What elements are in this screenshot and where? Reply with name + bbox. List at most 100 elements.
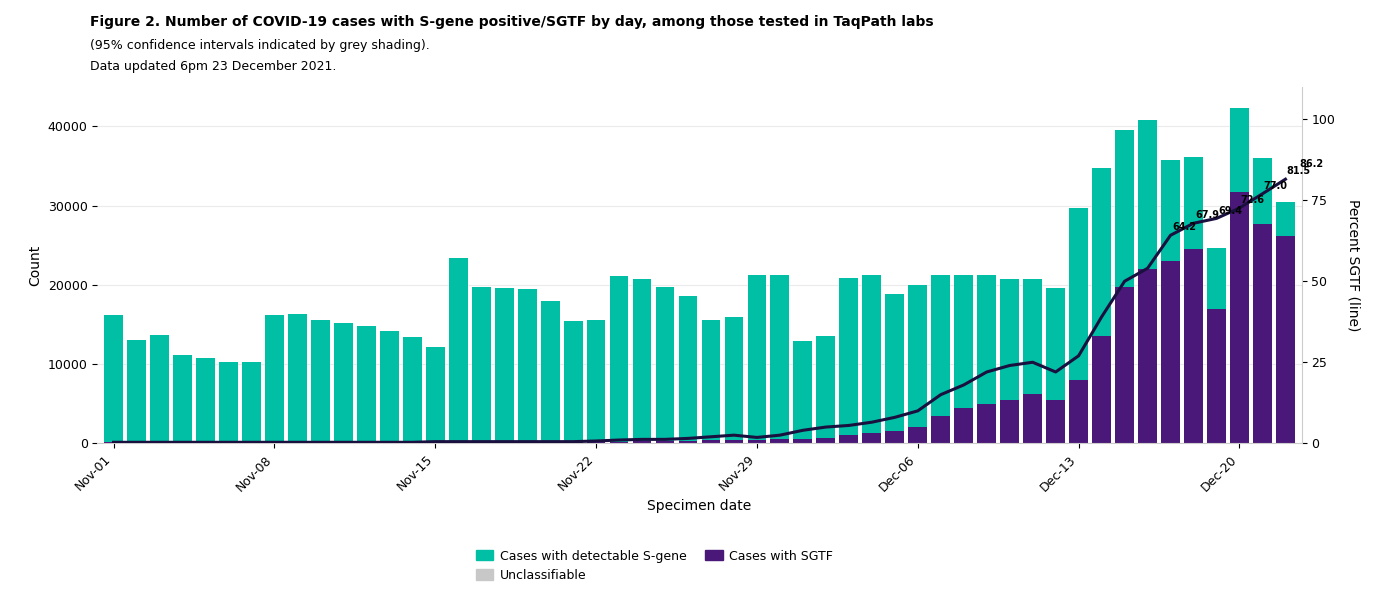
Bar	[494, 288, 514, 442]
Bar	[1161, 261, 1180, 443]
Text: 81.5: 81.5	[1286, 167, 1311, 177]
Bar	[1161, 160, 1180, 261]
Bar	[1093, 168, 1111, 337]
Bar	[1253, 158, 1272, 224]
Bar	[1139, 120, 1157, 269]
Bar	[1185, 249, 1203, 443]
Text: 64.2: 64.2	[1172, 222, 1196, 232]
Text: Data updated 6pm 23 December 2021.: Data updated 6pm 23 December 2021.	[90, 60, 337, 73]
Bar	[472, 442, 490, 443]
Bar	[771, 439, 789, 443]
Bar	[863, 274, 881, 433]
Bar	[839, 278, 859, 435]
Legend: Cases with detectable S-gene, Unclassifiable, Cases with SGTF: Cases with detectable S-gene, Unclassifi…	[470, 544, 838, 587]
Bar	[955, 276, 973, 407]
Bar	[1023, 279, 1043, 394]
Bar	[885, 431, 905, 443]
Bar	[288, 314, 306, 443]
Bar	[793, 438, 813, 443]
Bar	[656, 288, 675, 441]
Bar	[1001, 279, 1019, 400]
Bar	[839, 435, 859, 443]
Bar	[909, 428, 927, 443]
Bar	[1231, 192, 1249, 443]
Bar	[586, 442, 606, 443]
Bar	[264, 315, 284, 443]
Text: 86.2: 86.2	[1300, 159, 1324, 169]
Bar	[150, 335, 168, 443]
Bar	[219, 362, 238, 443]
Bar	[702, 440, 721, 443]
Bar	[931, 416, 951, 443]
Bar	[334, 323, 352, 443]
Bar	[356, 326, 376, 443]
Bar	[863, 433, 881, 443]
Bar	[678, 296, 697, 441]
Bar	[518, 289, 536, 442]
Bar	[472, 288, 490, 442]
Text: 77.0: 77.0	[1264, 181, 1288, 191]
X-axis label: Specimen date: Specimen date	[647, 500, 752, 513]
Bar	[494, 442, 514, 443]
Bar	[931, 276, 951, 416]
Bar	[564, 321, 582, 443]
Bar	[885, 294, 905, 431]
Bar	[104, 315, 122, 443]
Bar	[748, 274, 767, 440]
Bar	[1047, 400, 1065, 443]
Bar	[909, 285, 927, 428]
Bar	[678, 441, 697, 443]
Bar	[724, 317, 743, 440]
Bar	[173, 355, 192, 443]
Bar	[540, 301, 560, 443]
Bar	[448, 258, 468, 442]
Text: (95% confidence intervals indicated by grey shading).: (95% confidence intervals indicated by g…	[90, 39, 430, 52]
Bar	[771, 276, 789, 439]
Bar	[426, 347, 444, 443]
Bar	[748, 440, 767, 443]
Bar	[632, 279, 651, 441]
Bar	[1276, 236, 1295, 443]
Bar	[632, 441, 651, 443]
Text: 67.9: 67.9	[1194, 210, 1219, 220]
Bar	[1069, 208, 1089, 380]
Bar	[793, 341, 813, 438]
Bar	[610, 441, 628, 443]
Bar	[817, 438, 835, 443]
Bar	[1231, 108, 1249, 192]
Bar	[402, 337, 422, 443]
Bar	[656, 441, 675, 443]
Text: 72.6: 72.6	[1240, 195, 1265, 205]
Bar	[1253, 224, 1272, 443]
Bar	[1115, 288, 1134, 443]
Bar	[1001, 400, 1019, 443]
Bar	[610, 276, 628, 441]
Bar	[1069, 380, 1089, 443]
Y-axis label: Percent SGTF (line): Percent SGTF (line)	[1346, 199, 1360, 331]
Bar	[1276, 202, 1295, 236]
Bar	[586, 320, 606, 442]
Bar	[1047, 288, 1065, 400]
Bar	[1023, 394, 1043, 443]
Bar	[1093, 337, 1111, 443]
Text: Figure 2. Number of COVID-19 cases with S-gene positive/SGTF by day, among those: Figure 2. Number of COVID-19 cases with …	[90, 15, 934, 29]
Bar	[127, 340, 146, 443]
Bar	[1207, 249, 1226, 308]
Bar	[1115, 131, 1134, 288]
Bar	[955, 407, 973, 443]
Bar	[1185, 156, 1203, 249]
Bar	[977, 276, 997, 404]
Bar	[1207, 308, 1226, 443]
Bar	[702, 320, 721, 440]
Bar	[518, 442, 536, 443]
Bar	[242, 362, 260, 443]
Bar	[817, 335, 835, 438]
Bar	[448, 442, 468, 443]
Bar	[977, 404, 997, 443]
Y-axis label: Count: Count	[28, 244, 42, 286]
Bar	[724, 440, 743, 443]
Bar	[1139, 269, 1157, 443]
Bar	[380, 331, 398, 443]
Bar	[196, 358, 214, 443]
Text: 69.4: 69.4	[1218, 205, 1242, 216]
